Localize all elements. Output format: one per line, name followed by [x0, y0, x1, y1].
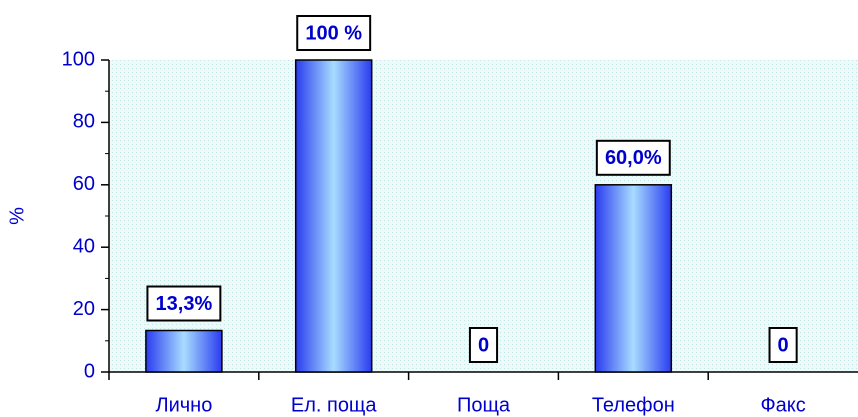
x-tick-label: Ел. поща: [291, 394, 378, 416]
y-tick-label: 80: [73, 111, 95, 133]
value-label: 0: [778, 334, 789, 356]
y-tick-label: 60: [73, 173, 95, 195]
value-label-box: [468, 327, 499, 363]
value-label: 0: [478, 334, 489, 356]
x-tick-label: Факс: [760, 394, 805, 416]
value-label-box: [296, 15, 372, 51]
x-tick-label: Телефон: [592, 394, 675, 416]
bar: [594, 184, 673, 373]
value-label-box: [768, 327, 798, 363]
y-tick-label: 20: [73, 298, 95, 320]
value-label: 13,3%: [156, 293, 213, 315]
bar: [294, 59, 373, 373]
value-label-box: [146, 285, 222, 322]
value-label: 60,0%: [605, 147, 662, 169]
bar: [145, 329, 223, 373]
y-axis-label: %: [6, 207, 28, 225]
y-tick-label: 0: [84, 360, 95, 382]
value-label: 100 %: [305, 22, 362, 44]
plot-area: [109, 60, 858, 372]
value-label-box: [595, 139, 671, 176]
x-tick-label: Поща: [457, 394, 511, 416]
y-tick-label: 100: [62, 48, 95, 70]
y-tick-label: 40: [73, 235, 95, 257]
x-tick-label: Лично: [155, 394, 212, 416]
